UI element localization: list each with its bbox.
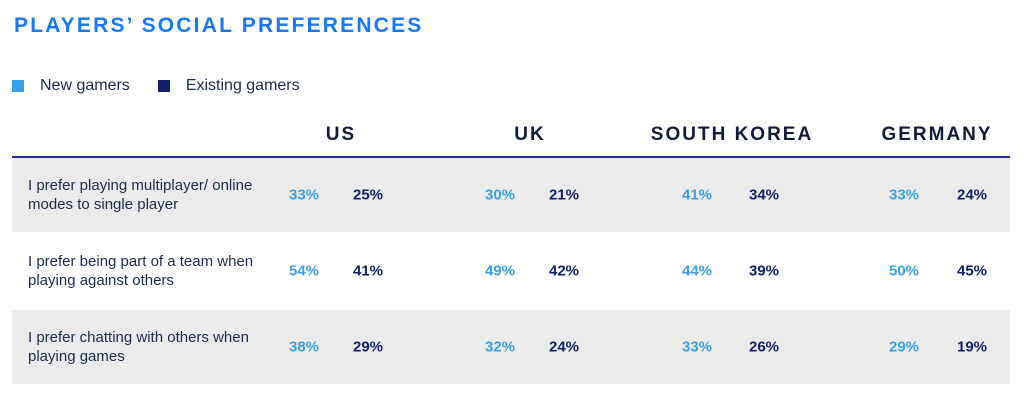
legend-label-existing: Existing gamers: [185, 77, 300, 94]
table-header: US UK SOUTH KOREA GERMANY: [12, 124, 1010, 156]
value-existing-germany: 19%: [956, 338, 988, 356]
value-new-germany: 29%: [888, 338, 920, 356]
table-body: I prefer playing multiplayer/ online mod…: [12, 158, 1010, 386]
value-existing-uk: 42%: [548, 262, 580, 280]
value-existing-south-korea: 34%: [748, 186, 780, 204]
value-new-us: 38%: [288, 338, 320, 356]
value-new-south-korea: 44%: [681, 262, 713, 280]
country-header-germany: GERMANY: [881, 124, 993, 145]
legend-item-new: New gamers: [12, 77, 130, 95]
value-existing-us: 25%: [352, 186, 384, 204]
row-label: I prefer playing multiplayer/ online mod…: [28, 177, 253, 213]
value-new-us: 33%: [288, 186, 320, 204]
country-header-uk: UK: [514, 124, 546, 145]
table-row: I prefer chatting with others when playi…: [12, 310, 1010, 384]
value-new-uk: 32%: [484, 338, 516, 356]
value-new-south-korea: 41%: [681, 186, 713, 204]
header-rule: [12, 156, 1010, 158]
legend-swatch-existing: [157, 80, 170, 92]
value-new-uk: 49%: [484, 262, 516, 280]
table-row: I prefer playing multiplayer/ online mod…: [12, 158, 1010, 232]
value-existing-uk: 21%: [548, 186, 580, 204]
value-new-south-korea: 33%: [681, 338, 713, 356]
value-existing-south-korea: 39%: [748, 262, 780, 280]
chart-title: PLAYERS’ SOCIAL PREFERENCES: [14, 14, 424, 37]
value-new-us: 54%: [288, 262, 320, 280]
value-existing-uk: 24%: [548, 338, 580, 356]
country-header-us: US: [325, 124, 357, 145]
value-existing-germany: 24%: [956, 186, 988, 204]
row-label: I prefer chatting with others when playi…: [28, 329, 249, 365]
value-new-uk: 30%: [484, 186, 516, 204]
value-existing-germany: 45%: [956, 262, 988, 280]
table-row: I prefer being part of a team when playi…: [12, 234, 1010, 308]
country-header-south-korea: SOUTH KOREA: [650, 124, 814, 145]
value-existing-us: 29%: [352, 338, 384, 356]
value-new-germany: 33%: [888, 186, 920, 204]
legend-label-new: New gamers: [40, 77, 130, 94]
value-existing-south-korea: 26%: [748, 338, 780, 356]
legend: New gamers Existing gamers: [12, 77, 328, 95]
value-existing-us: 41%: [352, 262, 384, 280]
legend-swatch-new: [12, 80, 24, 92]
legend-item-existing: Existing gamers: [157, 77, 300, 95]
row-label: I prefer being part of a team when playi…: [28, 253, 254, 289]
value-new-germany: 50%: [888, 262, 920, 280]
